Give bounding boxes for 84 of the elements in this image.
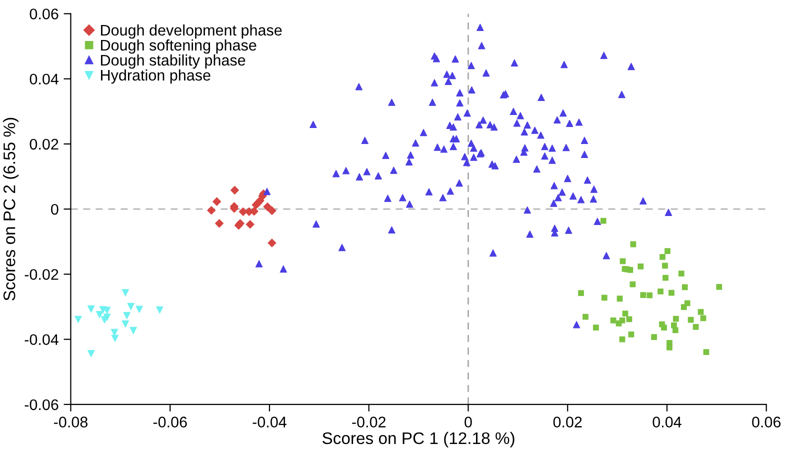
point bbox=[678, 270, 684, 276]
point bbox=[127, 302, 134, 310]
y-tick-label: 0.06 bbox=[30, 8, 58, 20]
point bbox=[662, 274, 668, 281]
point bbox=[136, 306, 143, 313]
y-tick-label: 0 bbox=[51, 204, 58, 215]
point bbox=[610, 317, 616, 324]
point bbox=[230, 186, 239, 194]
point bbox=[627, 267, 634, 273]
point bbox=[601, 294, 608, 301]
point bbox=[96, 310, 104, 318]
point bbox=[130, 326, 137, 334]
y-tick-label: -0.04 bbox=[24, 334, 58, 346]
point bbox=[682, 284, 688, 290]
point bbox=[622, 310, 628, 317]
point bbox=[630, 241, 636, 248]
y-tick-label: 0.04 bbox=[30, 74, 58, 85]
point bbox=[215, 219, 224, 228]
point bbox=[620, 258, 626, 264]
x-tick-label: -0.06 bbox=[153, 416, 187, 428]
point bbox=[640, 292, 646, 298]
point bbox=[212, 197, 222, 206]
point bbox=[703, 349, 710, 355]
point bbox=[666, 344, 672, 350]
point bbox=[692, 324, 699, 330]
point bbox=[660, 254, 666, 260]
point bbox=[672, 316, 679, 322]
point bbox=[626, 316, 632, 322]
y-axis-title: Scores on PC 2 (6.55 %) bbox=[3, 118, 19, 300]
point bbox=[651, 334, 658, 340]
x-tick-label: 0.04 bbox=[652, 416, 682, 428]
point bbox=[668, 290, 674, 296]
point bbox=[246, 220, 254, 229]
legend-label: Dough development phase bbox=[101, 24, 282, 39]
point bbox=[619, 336, 626, 342]
point bbox=[111, 334, 119, 342]
legend-label: Dough softening phase bbox=[101, 39, 256, 54]
point bbox=[122, 320, 129, 328]
y-tick-label: -0.02 bbox=[24, 269, 58, 280]
y-tick-label: -0.06 bbox=[24, 399, 58, 410]
point bbox=[156, 306, 164, 314]
point bbox=[238, 207, 248, 216]
x-tick-label: -0.08 bbox=[54, 416, 88, 428]
point bbox=[628, 331, 634, 338]
point bbox=[592, 324, 599, 331]
point bbox=[661, 324, 667, 331]
point bbox=[700, 315, 706, 322]
point bbox=[662, 262, 668, 269]
point bbox=[646, 292, 653, 298]
x-tick-label: -0.04 bbox=[252, 416, 286, 428]
point bbox=[88, 305, 95, 313]
point bbox=[698, 309, 704, 315]
point bbox=[664, 248, 670, 254]
legend-label: Hydration phase bbox=[101, 69, 210, 84]
point bbox=[658, 288, 664, 294]
point bbox=[672, 327, 678, 334]
point bbox=[582, 314, 588, 320]
point bbox=[616, 296, 623, 302]
point bbox=[263, 202, 272, 212]
point bbox=[207, 206, 216, 215]
legend-label: Dough stability phase bbox=[101, 54, 246, 69]
point bbox=[88, 350, 95, 358]
point bbox=[578, 290, 584, 296]
point bbox=[670, 322, 677, 328]
point bbox=[74, 316, 82, 324]
point bbox=[630, 281, 636, 288]
point bbox=[110, 328, 118, 336]
y-tick-label: 0.02 bbox=[30, 138, 58, 150]
x-tick-label: -0.02 bbox=[352, 416, 386, 428]
point bbox=[638, 263, 644, 270]
x-axis-title: Scores on PC 1 (12.18 %) bbox=[322, 432, 514, 448]
point bbox=[680, 304, 687, 310]
point bbox=[123, 312, 130, 320]
point bbox=[268, 238, 276, 248]
point bbox=[103, 314, 111, 321]
point bbox=[600, 218, 606, 224]
x-tick-label: 0.02 bbox=[553, 416, 582, 428]
point bbox=[716, 284, 722, 290]
point bbox=[619, 317, 626, 324]
point bbox=[688, 316, 694, 323]
x-tick-label: 0.06 bbox=[752, 416, 781, 428]
point bbox=[268, 206, 276, 215]
x-tick-label: 0 bbox=[464, 416, 472, 428]
point bbox=[122, 289, 129, 296]
